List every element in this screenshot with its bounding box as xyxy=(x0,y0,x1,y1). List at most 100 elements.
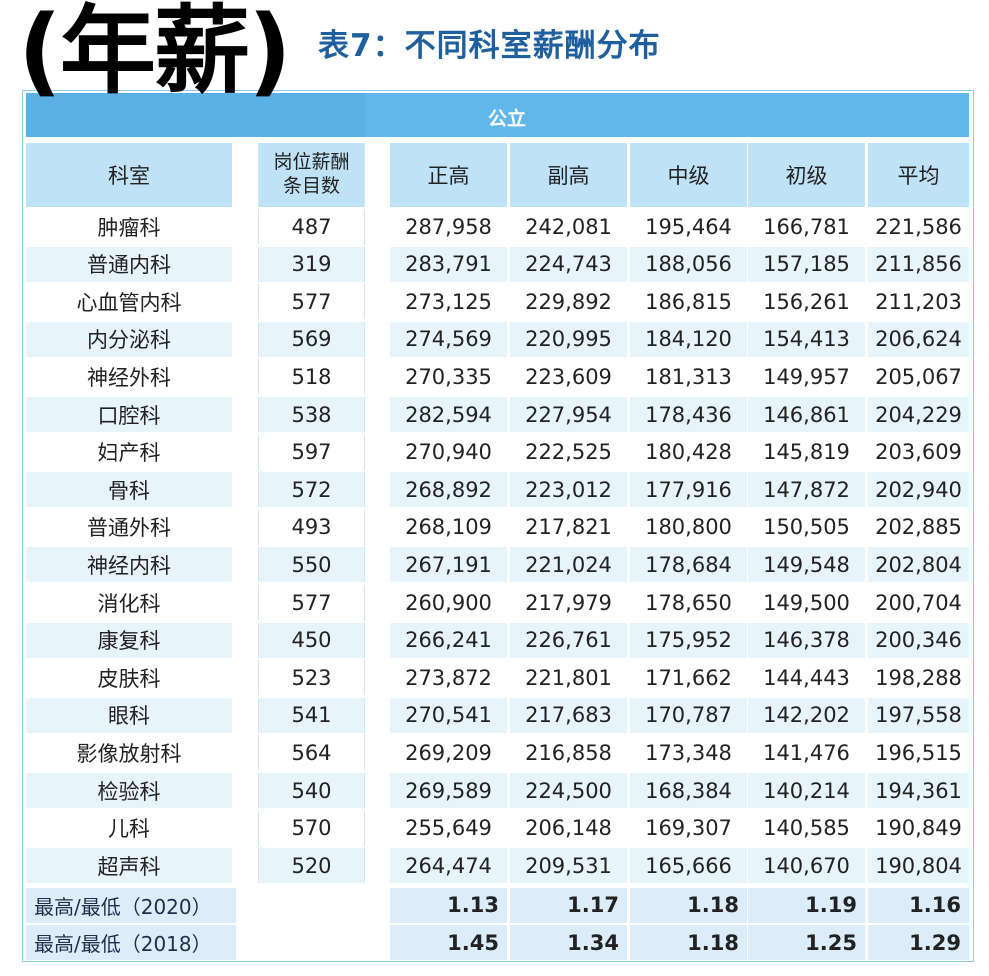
table-cell-count: 523 xyxy=(258,660,365,696)
table-cell-v5: 211,203 xyxy=(868,284,969,320)
table-cell-dept: 普通外科 xyxy=(26,509,232,545)
table-cell-v3: 175,952 xyxy=(630,622,747,658)
table-cell-v2: 226,761 xyxy=(510,622,627,658)
summary-blank xyxy=(258,925,365,961)
table-row: 普通外科 493 268,109 217,821 180,800 150,505 202,8… xyxy=(26,509,969,545)
table-cell-v5: 202,885 xyxy=(868,509,969,545)
table-cell-dept: 口腔科 xyxy=(26,397,232,432)
table-cell-count: 577 xyxy=(258,585,365,620)
table-cell-v4: 149,957 xyxy=(748,359,865,395)
table-cell-v4: 166,781 xyxy=(748,209,865,244)
header-pingjun: 平均 xyxy=(868,143,969,207)
table-cell-v5: 198,288 xyxy=(868,660,969,696)
summary-cell-v3: 1.18 xyxy=(630,925,747,961)
table-row: 超声科 520 264,474 209,531 165,666 140,670 190,80… xyxy=(26,848,969,884)
table-cell-v2: 224,500 xyxy=(510,773,627,808)
table-cell-v2: 222,525 xyxy=(510,434,627,470)
summary-cell-v1: 1.13 xyxy=(390,887,507,923)
table-cell-v2: 227,954 xyxy=(510,397,627,432)
table-cell-v4: 154,413 xyxy=(748,321,865,357)
table-cell-v1: 273,872 xyxy=(390,660,507,696)
table-cell-v2: 229,892 xyxy=(510,284,627,320)
table-cell-v5: 200,346 xyxy=(868,622,969,658)
table-cell-v3: 177,916 xyxy=(630,472,747,508)
table-cell-v1: 269,589 xyxy=(390,773,507,808)
table-cell-v4: 140,670 xyxy=(748,848,865,884)
table-cell-count: 541 xyxy=(258,697,365,733)
table-cell-v3: 168,384 xyxy=(630,773,747,808)
table-cell-count: 577 xyxy=(258,284,365,320)
table-cell-v5: 194,361 xyxy=(868,773,969,808)
summary-cell-v4: 1.25 xyxy=(748,925,865,961)
table-cell-v3: 186,815 xyxy=(630,284,747,320)
table-row: 儿科 570 255,649 206,148 169,307 140,585 190,849 xyxy=(26,810,969,846)
table-cell-dept: 骨科 xyxy=(26,472,232,508)
table-cell-dept: 超声科 xyxy=(26,848,232,884)
summary-cell-v4: 1.19 xyxy=(748,887,865,923)
summary-label: 最高/最低（2018） xyxy=(26,925,236,961)
table-cell-v4: 157,185 xyxy=(748,246,865,282)
table-cell-v3: 195,464 xyxy=(630,209,747,244)
table-cell-dept: 检验科 xyxy=(26,773,232,808)
table-row: 消化科 577 260,900 217,979 178,650 149,500 200,70… xyxy=(26,585,969,620)
table-cell-v4: 142,202 xyxy=(748,697,865,733)
table-cell-v4: 141,476 xyxy=(748,735,865,771)
table-cell-v2: 224,743 xyxy=(510,246,627,282)
table-cell-v5: 205,067 xyxy=(868,359,969,395)
table-cell-count: 572 xyxy=(258,472,365,508)
table-cell-v1: 268,892 xyxy=(390,472,507,508)
table-cell-v3: 165,666 xyxy=(630,848,747,884)
table-row: 内分泌科 569 274,569 220,995 184,120 154,413 206,6… xyxy=(26,321,969,357)
table-cell-v5: 221,586 xyxy=(868,209,969,244)
table-cell-v5: 204,229 xyxy=(868,397,969,432)
table-cell-v4: 146,378 xyxy=(748,622,865,658)
table-cell-v3: 188,056 xyxy=(630,246,747,282)
table-cell-v1: 287,958 xyxy=(390,209,507,244)
table-cell-v5: 197,558 xyxy=(868,697,969,733)
summary-blank xyxy=(258,887,365,923)
table-cell-v5: 203,609 xyxy=(868,434,969,470)
table-row: 口腔科 538 282,594 227,954 178,436 146,861 204,22… xyxy=(26,397,969,432)
table-cell-count: 569 xyxy=(258,321,365,357)
table-cell-v1: 260,900 xyxy=(390,585,507,620)
header-zhenggao: 正高 xyxy=(390,143,507,207)
header-chuji: 初级 xyxy=(748,143,865,207)
table-cell-count: 518 xyxy=(258,359,365,395)
table-cell-v4: 140,214 xyxy=(748,773,865,808)
header-fugao: 副高 xyxy=(510,143,627,207)
table-row: 神经外科 518 270,335 223,609 181,313 149,957 205,0… xyxy=(26,359,969,395)
table-cell-v2: 221,024 xyxy=(510,547,627,583)
table-cell-dept: 消化科 xyxy=(26,585,232,620)
table-row: 检验科 540 269,589 224,500 168,384 140,214 194,36… xyxy=(26,773,969,808)
table-cell-count: 520 xyxy=(258,848,365,884)
table-cell-dept: 神经外科 xyxy=(26,359,232,395)
table-cell-v2: 217,821 xyxy=(510,509,627,545)
table-cell-v1: 255,649 xyxy=(390,810,507,846)
table-row: 骨科 572 268,892 223,012 177,916 147,872 202,940 xyxy=(26,472,969,508)
group-header-public: 公立 xyxy=(488,108,527,130)
table-cell-v1: 270,541 xyxy=(390,697,507,733)
table-cell-dept: 皮肤科 xyxy=(26,660,232,696)
table-cell-v2: 220,995 xyxy=(510,321,627,357)
table-cell-dept: 康复科 xyxy=(26,622,232,658)
table-header-row: 科室 岗位薪酬 条目数 正高 副高 中级 初级 平均 xyxy=(26,143,969,207)
table-cell-v1: 266,241 xyxy=(390,622,507,658)
table-cell-count: 450 xyxy=(258,622,365,658)
summary-cell-v2: 1.17 xyxy=(510,887,627,923)
table-cell-v5: 202,940 xyxy=(868,472,969,508)
table-cell-count: 319 xyxy=(258,246,365,282)
table-cell-count: 597 xyxy=(258,434,365,470)
table-cell-v3: 173,348 xyxy=(630,735,747,771)
summary-cell-v5: 1.16 xyxy=(868,887,969,923)
summary-label: 最高/最低（2020） xyxy=(26,887,236,923)
summary-row: 最高/最低（2018） 1.45 1.34 1.18 1.25 1.29 xyxy=(26,925,969,961)
table-cell-v2: 217,683 xyxy=(510,697,627,733)
header-count-line1: 岗位薪酬 xyxy=(273,151,350,174)
table-cell-v2: 217,979 xyxy=(510,585,627,620)
table-cell-v4: 147,872 xyxy=(748,472,865,508)
table-cell-v3: 170,787 xyxy=(630,697,747,733)
table-cell-v5: 211,856 xyxy=(868,246,969,282)
table-cell-dept: 妇产科 xyxy=(26,434,232,470)
table-row: 肿瘤科 487 287,958 242,081 195,464 166,781 221,58… xyxy=(26,209,969,244)
table-cell-v3: 180,428 xyxy=(630,434,747,470)
